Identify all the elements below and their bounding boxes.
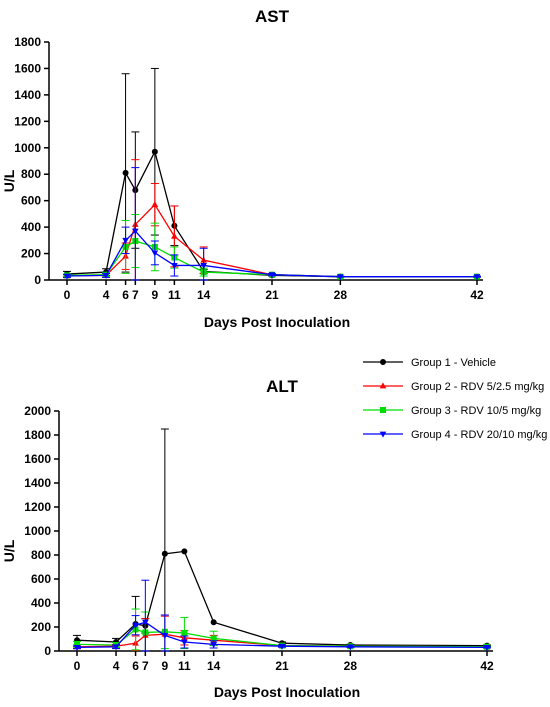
y-tick-label: 1400 — [24, 476, 51, 490]
x-tick-label: 7 — [142, 659, 149, 673]
y-tick-label: 600 — [31, 572, 51, 586]
data-point — [268, 272, 276, 279]
y-tick-label: 200 — [31, 620, 51, 634]
y-tick-label: 1200 — [14, 114, 41, 128]
data-point — [132, 622, 139, 629]
x-tick-label: 14 — [197, 288, 211, 302]
data-point — [73, 645, 81, 651]
series-line — [66, 203, 477, 278]
data-point — [151, 148, 158, 155]
chart-title: AST — [255, 7, 290, 26]
data-point — [337, 274, 344, 281]
y-tick-label: 0 — [44, 644, 51, 658]
chart-title: ALT — [266, 377, 298, 396]
y-tick-label: 1000 — [14, 141, 41, 155]
series-group-4-rdv-20-10-mg-kg — [73, 579, 491, 652]
x-tick-label: 6 — [132, 659, 139, 673]
data-point — [278, 643, 286, 650]
data-point — [63, 273, 71, 280]
legend-item-group-4-rdv-20-10-mg-kg: Group 4 - RDV 20/10 mg/kg — [363, 429, 547, 441]
data-point — [210, 619, 217, 626]
legend-label: Group 1 - Vehicle — [411, 357, 496, 369]
legend-item-group-3-rdv-10-5-mg-kg: Group 3 - RDV 10/5 mg/kg — [363, 405, 541, 417]
data-point — [112, 644, 120, 651]
x-tick-label: 42 — [480, 659, 494, 673]
x-tick-label: 4 — [113, 659, 120, 673]
x-tick-label: 21 — [275, 659, 289, 673]
data-point — [151, 250, 159, 257]
y-tick-label: 1400 — [14, 88, 41, 102]
x-tick-label: 14 — [207, 659, 221, 673]
data-point — [200, 263, 207, 270]
y-axis-label: U/L — [1, 169, 17, 192]
x-tick-label: 42 — [470, 288, 484, 302]
legend-label: Group 4 - RDV 20/10 mg/kg — [411, 429, 547, 441]
y-tick-label: 2000 — [24, 404, 51, 418]
legend-label: Group 3 - RDV 10/5 mg/kg — [411, 405, 541, 417]
legend-marker — [380, 359, 386, 365]
x-axis-label: Days Post Inoculation — [204, 314, 350, 330]
legend-marker — [379, 431, 387, 438]
x-axis-label: Days Post Inoculation — [214, 684, 360, 700]
data-point — [161, 633, 169, 639]
data-point — [181, 548, 188, 555]
data-point — [102, 272, 110, 279]
legend-item-group-2-rdv-5-2-5-mg-kg: Group 2 - RDV 5/2.5 mg/kg — [363, 381, 544, 393]
legend-marker — [379, 382, 387, 389]
data-point — [74, 641, 80, 648]
legend: Group 1 - Vehicle Group 2 - RDV 5/2.5 mg/… — [363, 357, 547, 441]
alt-chart: ALT 0 200 400 600 800 1000 1200 1400 1600 1800 2000… — [1, 377, 494, 700]
data-point — [122, 169, 129, 176]
y-tick-label: 1600 — [24, 452, 51, 466]
data-point — [181, 639, 188, 646]
y-tick-label: 1800 — [24, 428, 51, 442]
data-point — [122, 237, 129, 244]
y-tick-label: 600 — [21, 194, 41, 208]
data-point — [181, 630, 188, 636]
x-tick-label: 4 — [103, 288, 110, 302]
legend-marker — [380, 407, 386, 413]
series-line — [76, 621, 488, 649]
data-point — [210, 642, 217, 648]
y-tick-label: 400 — [21, 220, 41, 234]
y-axis-label: U/L — [1, 539, 17, 562]
data-point — [210, 635, 217, 642]
data-point — [151, 201, 159, 208]
x-tick-label: 21 — [265, 288, 279, 302]
y-tick-label: 1000 — [24, 524, 51, 538]
x-tick-label: 9 — [152, 288, 159, 302]
x-tick-label: 0 — [64, 288, 71, 302]
data-point — [171, 263, 178, 270]
ast-chart: AST 0 200 400 600 800 1000 1200 1400 1600 1800 0 4 6 7… — [1, 7, 484, 330]
legend-label: Group 2 - RDV 5/2.5 mg/kg — [411, 381, 544, 393]
y-tick-label: 200 — [21, 247, 41, 261]
y-tick-label: 1200 — [24, 500, 51, 514]
data-point — [483, 645, 491, 651]
y-tick-label: 1600 — [14, 61, 41, 75]
x-tick-label: 28 — [344, 659, 358, 673]
data-point — [347, 644, 354, 651]
series-group-4-rdv-20-10-mg-kg — [63, 167, 481, 281]
x-tick-label: 7 — [132, 288, 139, 302]
y-tick-label: 1800 — [14, 35, 41, 49]
x-tick-label: 6 — [122, 288, 129, 302]
series-line — [76, 550, 488, 647]
x-tick-label: 11 — [178, 659, 191, 673]
data-point — [132, 228, 139, 235]
y-tick-label: 800 — [21, 167, 41, 181]
data-point — [142, 619, 149, 626]
x-tick-label: 0 — [74, 659, 81, 673]
x-tick-label: 9 — [162, 659, 169, 673]
data-point — [473, 274, 481, 281]
data-point — [171, 232, 178, 239]
data-point — [161, 550, 168, 557]
x-tick-label: 28 — [334, 288, 348, 302]
y-tick-label: 800 — [31, 548, 51, 562]
y-tick-label: 0 — [34, 273, 41, 287]
y-tick-label: 400 — [31, 596, 51, 610]
series-line — [66, 230, 477, 278]
legend-item-group-1-vehicle: Group 1 - Vehicle — [363, 357, 496, 369]
x-tick-label: 11 — [168, 288, 181, 302]
